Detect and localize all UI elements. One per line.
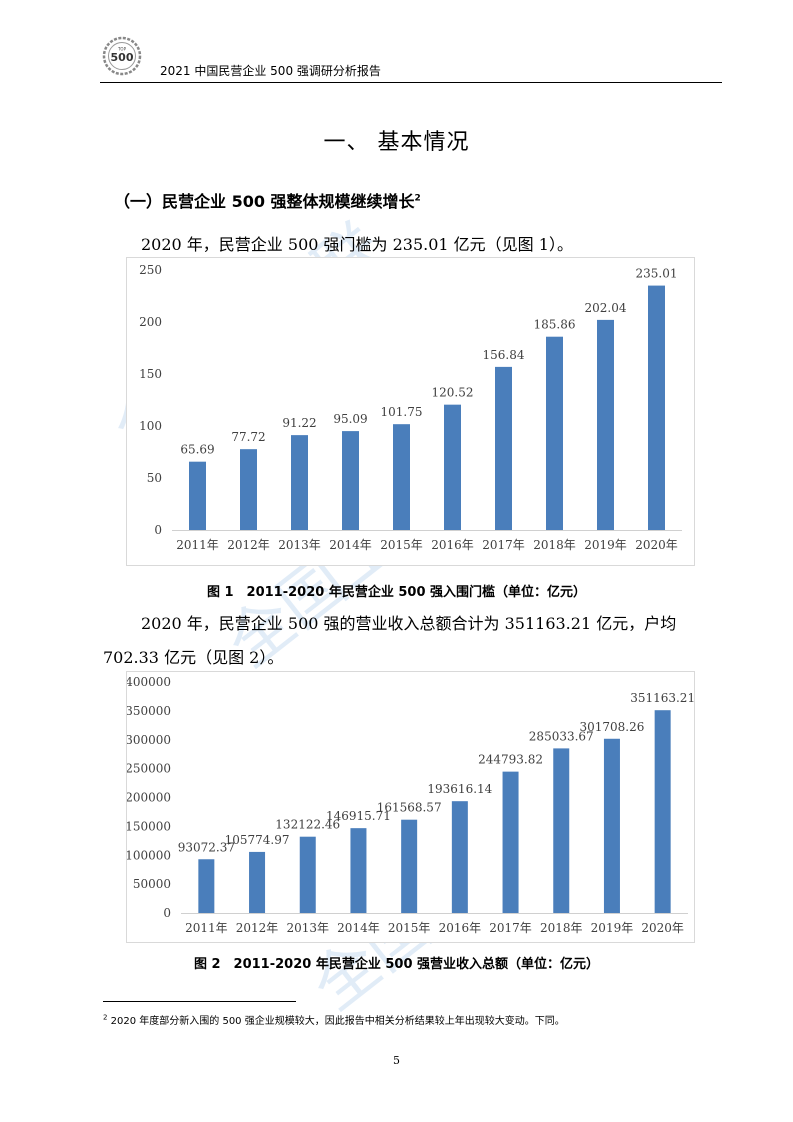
figure-2-caption: 图 2 2011-2020 年民营企业 500 强营业收入总额（单位：亿元） (193, 957, 600, 972)
bar (451, 801, 468, 913)
chart-total-revenue: 0 50000 100000 150000 200000 250000 300000 3500… (126, 671, 695, 943)
subsection-text: （一）民营企业 500 强整体规模继续增长 (114, 192, 415, 211)
footnote-number: 2 (103, 1013, 108, 1022)
chart-entry-threshold: 0 50 100 150 200 250 65.69 2011年 77.72 2012年 91.22… (126, 257, 695, 566)
bar (444, 404, 461, 530)
y-tick-label: 100 (139, 419, 162, 433)
x-tick-label: 2017年 (482, 538, 525, 552)
y-tick-label: 150 (139, 367, 162, 381)
x-tick-label: 2015年 (388, 921, 431, 935)
bar (198, 859, 215, 913)
bar-chart-1: 0 50 100 150 200 250 65.69 2011年 77.72 2012年 91.22… (139, 263, 682, 552)
footnote-divider (103, 1001, 296, 1002)
bar (502, 771, 519, 913)
x-tick-label: 2020年 (635, 538, 678, 552)
y-tick-label: 150000 (127, 819, 171, 833)
y-tick-label: 50 (147, 471, 162, 485)
footnote-ref[interactable]: 2 (414, 193, 421, 204)
logo-text-top: TOP (117, 47, 127, 52)
x-tick-label: 2019年 (591, 921, 634, 935)
x-tick-label: 2020年 (641, 921, 684, 935)
data-label: 161568.57 (377, 801, 442, 815)
y-tick-label: 0 (154, 523, 162, 537)
data-label: 146915.71 (326, 809, 391, 823)
x-tick-label: 2012年 (227, 538, 270, 552)
bar (350, 828, 367, 913)
footnote: 2 2020 年度部分新入围的 500 强企业规模较大，因此报告中相关分析结果较… (103, 1012, 565, 1027)
data-label: 65.69 (180, 443, 214, 457)
bar (342, 431, 359, 530)
bar (654, 710, 671, 913)
bar (249, 851, 266, 913)
x-tick-label: 2016年 (439, 921, 482, 935)
x-tick-label: 2014年 (337, 921, 380, 935)
y-tick-label: 250000 (127, 762, 171, 776)
x-tick-label: 2011年 (185, 921, 228, 935)
data-label: 93072.37 (178, 840, 235, 854)
logo-text-main: 500 (111, 51, 134, 64)
page-number: 5 (393, 1054, 400, 1067)
data-label: 285033.67 (529, 729, 594, 743)
x-tick-label: 2011年 (176, 538, 219, 552)
bar (553, 748, 570, 913)
bar (299, 836, 316, 913)
data-label: 95.09 (333, 412, 367, 426)
y-tick-label: 400000 (127, 675, 171, 689)
data-label: 235.01 (636, 267, 678, 281)
paragraph-2-line-1: 2020 年，民营企业 500 强的营业收入总额合计为 351163.21 亿元… (141, 614, 677, 633)
data-label: 132122.46 (275, 818, 340, 832)
y-tick-label: 300000 (127, 733, 171, 747)
x-tick-label: 2019年 (584, 538, 627, 552)
data-label: 351163.21 (630, 691, 694, 705)
x-tick-label: 2014年 (329, 538, 372, 552)
y-tick-label: 0 (163, 906, 171, 920)
x-tick-label: 2015年 (380, 538, 423, 552)
bar (401, 819, 418, 913)
x-tick-label: 2016年 (431, 538, 474, 552)
y-tick-label: 350000 (127, 704, 171, 718)
figure-1-caption: 图 1 2011-2020 年民营企业 500 强入围门槛（单位：亿元） (206, 585, 587, 600)
y-tick-label: 200000 (127, 791, 171, 805)
data-label: 120.52 (432, 386, 474, 400)
bar (648, 285, 665, 530)
x-tick-label: 2013年 (286, 921, 329, 935)
bar (546, 336, 563, 530)
data-label: 244793.82 (478, 753, 543, 767)
data-label: 101.75 (381, 405, 423, 419)
bar (495, 366, 512, 530)
subsection-heading: （一）民营企业 500 强整体规模继续增长2 (114, 188, 421, 212)
data-label: 105774.97 (225, 833, 290, 847)
footnote-text: 2020 年度部分新入围的 500 强企业规模较大，因此报告中相关分析结果较上年… (110, 1016, 565, 1027)
data-label: 156.84 (483, 348, 525, 362)
y-tick-label: 100000 (127, 848, 171, 862)
bar (603, 738, 620, 913)
data-label: 91.22 (282, 416, 316, 430)
x-tick-label: 2013年 (278, 538, 321, 552)
data-label: 301708.26 (579, 720, 644, 734)
x-tick-label: 2017年 (489, 921, 532, 935)
top500-logo: TOP 500 (102, 36, 142, 76)
bar (189, 461, 206, 530)
bar (291, 435, 308, 530)
data-label: 77.72 (231, 430, 265, 444)
data-label: 193616.14 (427, 782, 492, 796)
page-header: TOP 500 2021 中国民营企业 500 强调研分析报告 (100, 36, 722, 83)
x-tick-label: 2018年 (540, 921, 583, 935)
y-tick-label: 250 (139, 263, 162, 277)
paragraph-2-line-2: 702.33 亿元（见图 2）。 (103, 648, 284, 667)
x-tick-label: 2018年 (533, 538, 576, 552)
section-title: 一、 基本情况 (323, 130, 470, 155)
bar (240, 449, 257, 530)
header-title: 2021 中国民营企业 500 强调研分析报告 (160, 64, 381, 78)
paragraph-1: 2020 年，民营企业 500 强门槛为 235.01 亿元（见图 1）。 (141, 235, 573, 254)
data-label: 185.86 (534, 318, 576, 332)
y-tick-label: 200 (139, 315, 162, 329)
y-tick-label: 50000 (133, 877, 171, 891)
x-tick-label: 2012年 (236, 921, 279, 935)
data-label: 202.04 (585, 301, 627, 315)
bar (597, 319, 614, 530)
bar-chart-2: 0 50000 100000 150000 200000 250000 300000 3500… (127, 675, 694, 935)
bar (393, 424, 410, 530)
